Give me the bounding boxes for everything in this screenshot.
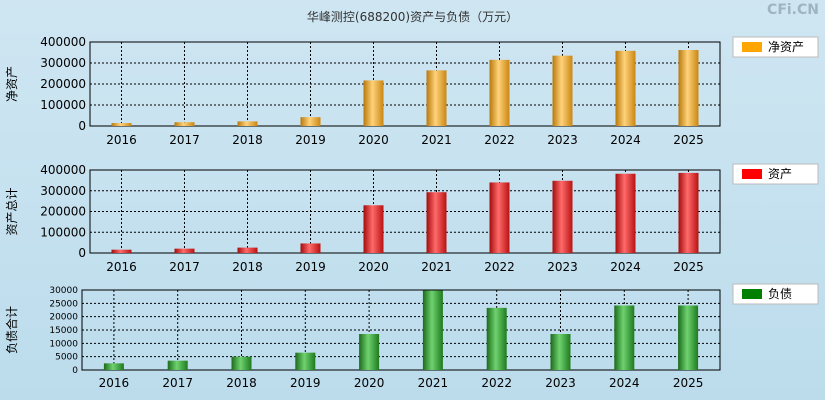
y-tick-label: 0 — [72, 366, 78, 376]
y-tick-label: 15000 — [49, 326, 78, 336]
x-tick-label: 2019 — [290, 376, 321, 390]
x-tick-label: 2017 — [169, 133, 200, 147]
x-tick-label: 2021 — [421, 260, 452, 274]
bar-2018 — [237, 121, 258, 126]
bar-2020 — [363, 205, 384, 253]
y-tick-label: 400000 — [40, 163, 86, 177]
y-tick-label: 100000 — [40, 98, 86, 112]
x-tick-label: 2022 — [484, 133, 515, 147]
y-tick-label: 10000 — [49, 339, 78, 349]
bar-2019 — [300, 243, 321, 253]
x-tick-label: 2021 — [418, 376, 449, 390]
x-tick-label: 2020 — [358, 260, 389, 274]
bar-2022 — [489, 59, 510, 126]
bar-2016 — [103, 363, 124, 370]
bar-2024 — [615, 173, 636, 253]
y-tick-label: 30000 — [49, 286, 78, 296]
x-tick-label: 2024 — [610, 133, 641, 147]
bar-2020 — [359, 334, 380, 370]
bar-2021 — [426, 192, 447, 253]
y-tick-label: 400000 — [40, 35, 86, 49]
x-tick-label: 2025 — [673, 376, 704, 390]
legend-swatch — [742, 169, 762, 179]
bar-2019 — [295, 352, 316, 370]
watermark-logo: CFi.CN — [767, 2, 819, 18]
x-tick-label: 2019 — [295, 133, 326, 147]
bar-2018 — [237, 247, 258, 253]
legend-label: 负债 — [768, 287, 792, 301]
x-tick-label: 2017 — [162, 376, 193, 390]
legend-label: 资产 — [768, 167, 792, 181]
x-tick-label: 2022 — [481, 376, 512, 390]
bar-2025 — [678, 172, 699, 253]
y-tick-label: 200000 — [40, 205, 86, 219]
x-tick-label: 2018 — [232, 133, 263, 147]
legend: 资产 — [732, 163, 819, 185]
y-tick-label: 25000 — [49, 299, 78, 309]
legend-swatch — [742, 42, 762, 52]
x-tick-label: 2018 — [232, 260, 263, 274]
bar-2021 — [426, 70, 447, 126]
y-axis-label: 负债合计 — [4, 306, 19, 354]
y-tick-label: 0 — [78, 119, 86, 133]
x-tick-label: 2025 — [673, 260, 704, 274]
bar-2023 — [550, 334, 571, 370]
y-tick-label: 0 — [78, 246, 86, 260]
bar-2021 — [422, 290, 443, 370]
bar-2025 — [678, 305, 699, 370]
y-tick-label: 20000 — [49, 313, 78, 323]
bar-2019 — [300, 117, 321, 126]
x-tick-label: 2025 — [673, 133, 704, 147]
bar-2022 — [489, 182, 510, 253]
x-tick-label: 2019 — [295, 260, 326, 274]
bar-2017 — [167, 360, 188, 370]
bar-2018 — [231, 356, 252, 370]
y-axis-label: 资产总计 — [5, 187, 19, 235]
x-tick-label: 2016 — [106, 260, 137, 274]
y-axis-label: 净资产 — [5, 66, 19, 102]
chart-title: 华峰测控(688200)资产与负债（万元） — [306, 10, 519, 24]
bar-2016 — [111, 123, 132, 126]
x-tick-label: 2024 — [609, 376, 640, 390]
x-tick-label: 2020 — [358, 133, 389, 147]
bar-2024 — [615, 50, 636, 126]
x-tick-label: 2017 — [169, 260, 200, 274]
x-tick-label: 2020 — [354, 376, 385, 390]
x-tick-label: 2024 — [610, 260, 641, 274]
chart-panel-3: 0 5000 10000 15000 20000 25000 30000 2016 2017 20… — [4, 283, 819, 390]
bar-2016 — [111, 249, 132, 253]
legend: 负债 — [732, 283, 819, 305]
x-tick-label: 2022 — [484, 260, 515, 274]
bar-2024 — [614, 305, 635, 370]
bar-2022 — [486, 307, 507, 370]
legend-label: 净资产 — [768, 40, 804, 54]
x-tick-label: 2023 — [547, 133, 578, 147]
legend-swatch — [742, 289, 762, 299]
bar-2023 — [552, 180, 573, 253]
x-tick-label: 2023 — [545, 376, 576, 390]
y-tick-label: 300000 — [40, 184, 86, 198]
chart-panel-1: 0 100000 200000 300000 400000 2016 2017 2018 201… — [5, 35, 819, 147]
y-tick-label: 5000 — [55, 353, 78, 363]
x-tick-label: 2016 — [106, 133, 137, 147]
bar-2017 — [174, 248, 195, 253]
y-tick-label: 300000 — [40, 56, 86, 70]
x-tick-label: 2018 — [226, 376, 257, 390]
x-tick-label: 2021 — [421, 133, 452, 147]
bar-2025 — [678, 49, 699, 127]
bar-2023 — [552, 55, 573, 126]
y-tick-label: 200000 — [40, 77, 86, 91]
legend: 净资产 — [732, 36, 819, 58]
x-tick-label: 2016 — [99, 376, 130, 390]
bar-2017 — [174, 122, 195, 126]
chart-panel-2: 0 100000 200000 300000 400000 2016 2017 2018 201… — [5, 163, 819, 274]
y-tick-label: 100000 — [40, 225, 86, 239]
x-tick-label: 2023 — [547, 260, 578, 274]
bar-2020 — [363, 80, 384, 126]
